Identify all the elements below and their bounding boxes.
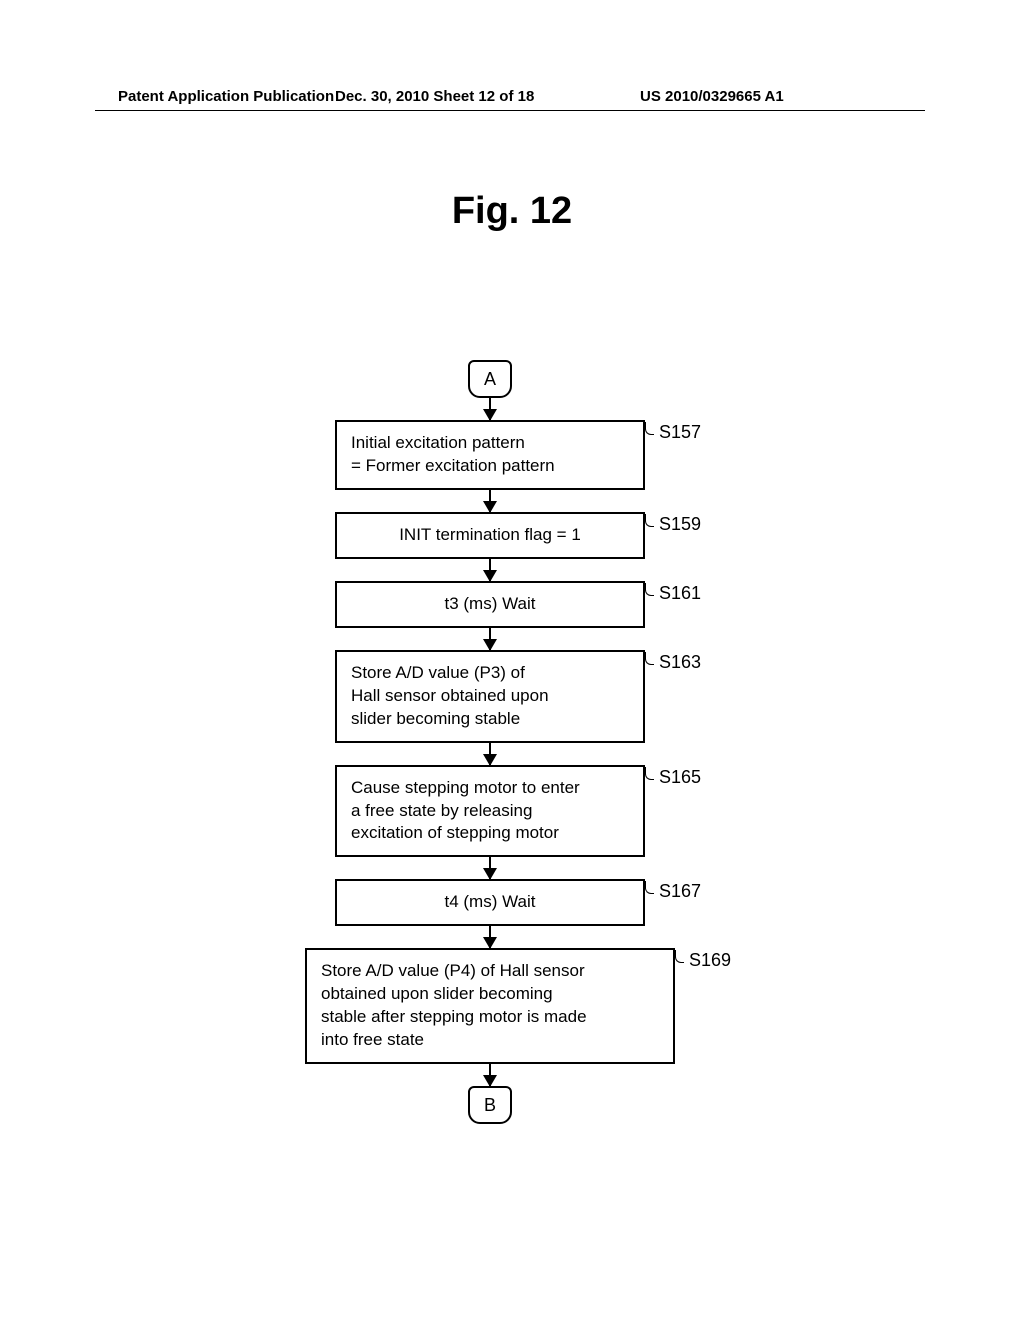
header-rule [95,110,925,111]
flow-arrow [489,398,491,420]
header-sheet: Dec. 30, 2010 Sheet 12 of 18 [335,88,534,105]
flow-step: t3 (ms) WaitS161 [335,581,645,628]
step-box: Cause stepping motor to enter a free sta… [335,765,645,858]
label-hook [675,950,684,963]
flow-arrow [489,490,491,512]
step-id-label: S169 [689,950,731,971]
flow-step: Cause stepping motor to enter a free sta… [335,765,645,858]
step-box: INIT termination flag = 1 [335,512,645,559]
flow-step: t4 (ms) WaitS167 [335,879,645,926]
step-id-label: S163 [659,652,701,673]
flow-step: Store A/D value (P3) of Hall sensor obta… [335,650,645,743]
flow-arrow [489,743,491,765]
connector-a: A [468,360,512,398]
header-pub: Patent Application Publication [118,88,334,105]
step-id-label: S167 [659,881,701,902]
header-docid: US 2010/0329665 A1 [640,88,784,105]
step-id-label: S159 [659,514,701,535]
label-hook [645,767,654,780]
connector-b: B [468,1086,512,1124]
flow-step: INIT termination flag = 1S159 [335,512,645,559]
flow-arrow [489,926,491,948]
step-box: Store A/D value (P3) of Hall sensor obta… [335,650,645,743]
flow-arrow [489,1064,491,1086]
flow-arrow [489,628,491,650]
flowchart: A Initial excitation pattern = Former exc… [210,360,770,1124]
figure-label: Fig. 12 [0,190,1024,233]
label-hook [645,583,654,596]
step-box: t3 (ms) Wait [335,581,645,628]
step-box: Initial excitation pattern = Former exci… [335,420,645,490]
flow-arrow [489,559,491,581]
label-hook [645,881,654,894]
label-hook [645,422,654,435]
step-box: t4 (ms) Wait [335,879,645,926]
flow-step: Store A/D value (P4) of Hall sensor obta… [305,948,675,1064]
flow-step: Initial excitation pattern = Former exci… [335,420,645,490]
step-id-label: S165 [659,767,701,788]
label-hook [645,652,654,665]
label-hook [645,514,654,527]
step-id-label: S157 [659,422,701,443]
flow-arrow [489,857,491,879]
step-box: Store A/D value (P4) of Hall sensor obta… [305,948,675,1064]
step-id-label: S161 [659,583,701,604]
